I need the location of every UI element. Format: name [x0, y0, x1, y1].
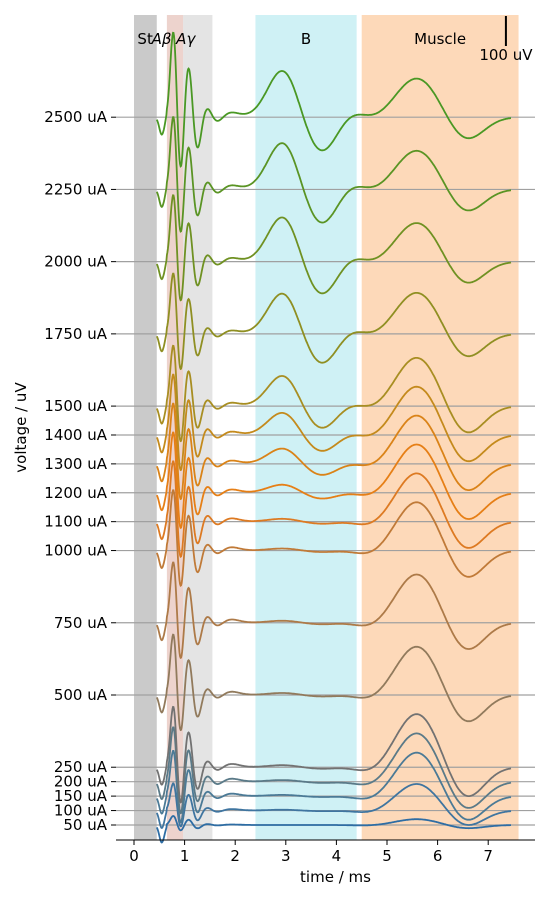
y-tick-label: 250 uA — [54, 758, 108, 776]
y-tick-label: 1100 uA — [44, 513, 107, 531]
trace-2250ua — [155, 116, 511, 233]
y-tick-label: 50 uA — [63, 816, 107, 834]
x-axis-label: time / ms — [300, 868, 371, 886]
y-tick-label: 2250 uA — [44, 180, 107, 198]
x-tick-label: 7 — [483, 847, 493, 865]
trace-1300ua — [155, 402, 512, 501]
shaded-regions — [134, 15, 519, 840]
y-tick-label: 500 uA — [54, 686, 108, 704]
scale-bar: 100 uV — [479, 16, 533, 64]
region-muscle — [361, 15, 519, 840]
y-tick-label: 1300 uA — [44, 455, 107, 473]
y-tick-label: 1750 uA — [44, 325, 107, 343]
trace-1000ua — [155, 489, 512, 587]
scale-bar-label: 100 uV — [479, 46, 533, 64]
trace-1200ua — [155, 431, 512, 529]
trace-150ua — [155, 750, 512, 824]
trace-1500ua — [155, 344, 512, 443]
x-tick-label: 6 — [433, 847, 443, 865]
y-tick-label: 1000 uA — [44, 542, 107, 560]
y-tick-label: 750 uA — [54, 614, 108, 632]
region-label-st: St — [137, 30, 153, 48]
y-tick-label: 1200 uA — [44, 484, 107, 502]
trace-1100ua — [155, 460, 512, 559]
trace-750ua — [155, 561, 512, 659]
y-axis-label: voltage / uV — [12, 382, 30, 473]
trace-100ua — [155, 782, 512, 830]
region-label-muscle: Muscle — [414, 30, 466, 48]
trace-200ua — [155, 726, 512, 815]
traces — [155, 31, 512, 844]
x-tick-label: 3 — [281, 847, 291, 865]
trace-50ua — [155, 815, 511, 844]
x-tick-label: 0 — [129, 847, 139, 865]
trace-2500ua — [155, 31, 511, 168]
region-label-b: B — [301, 30, 311, 48]
trace-1400ua — [155, 373, 511, 472]
region-b — [255, 15, 357, 840]
y-tick-label: 2500 uA — [44, 108, 107, 126]
y-tick-label: 150 uA — [54, 787, 108, 805]
trace-250ua — [155, 705, 512, 804]
region-st — [134, 15, 157, 840]
region-label-abg: Aβ Aγ — [151, 30, 197, 48]
trace-1750ua — [155, 272, 512, 371]
x-tick-label: 5 — [382, 847, 392, 865]
y-tick-label: 1400 uA — [44, 426, 107, 444]
x-tick-label: 1 — [180, 847, 190, 865]
trace-2000ua — [155, 194, 512, 302]
x-tick-label: 2 — [230, 847, 240, 865]
x-axis: 0 1 2 3 4 5 6 7 — [116, 839, 535, 865]
y-tick-label: 1500 uA — [44, 397, 107, 415]
y-tick-label: 2000 uA — [44, 253, 107, 271]
y-tick-label: 200 uA — [54, 773, 108, 791]
y-tick-label: 100 uA — [54, 802, 108, 820]
x-tick-label: 4 — [332, 847, 342, 865]
trace-500ua — [155, 633, 512, 732]
